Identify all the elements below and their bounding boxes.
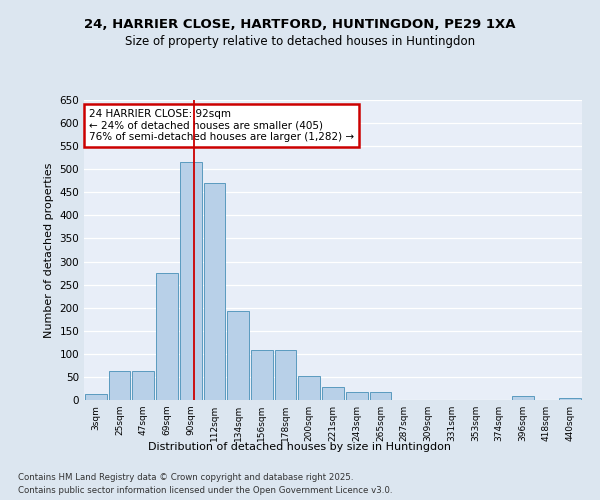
Bar [322, 387, 344, 400]
Text: Distribution of detached houses by size in Huntingdon: Distribution of detached houses by size … [149, 442, 452, 452]
Bar [156, 273, 178, 400]
Bar [109, 371, 130, 400]
Bar [275, 350, 296, 400]
Bar [559, 398, 581, 400]
Bar [85, 394, 107, 400]
Text: Contains public sector information licensed under the Open Government Licence v3: Contains public sector information licen… [18, 486, 392, 495]
Bar [227, 312, 249, 400]
Bar [370, 392, 391, 400]
Bar [512, 396, 533, 400]
Bar [251, 350, 273, 400]
Bar [133, 371, 154, 400]
Bar [346, 392, 368, 400]
Bar [203, 183, 226, 400]
Bar [180, 162, 202, 400]
Text: Contains HM Land Registry data © Crown copyright and database right 2025.: Contains HM Land Registry data © Crown c… [18, 472, 353, 482]
Text: 24 HARRIER CLOSE: 92sqm
← 24% of detached houses are smaller (405)
76% of semi-d: 24 HARRIER CLOSE: 92sqm ← 24% of detache… [89, 109, 354, 142]
Bar [298, 376, 320, 400]
Text: Size of property relative to detached houses in Huntingdon: Size of property relative to detached ho… [125, 35, 475, 48]
Y-axis label: Number of detached properties: Number of detached properties [44, 162, 54, 338]
Text: 24, HARRIER CLOSE, HARTFORD, HUNTINGDON, PE29 1XA: 24, HARRIER CLOSE, HARTFORD, HUNTINGDON,… [84, 18, 516, 30]
